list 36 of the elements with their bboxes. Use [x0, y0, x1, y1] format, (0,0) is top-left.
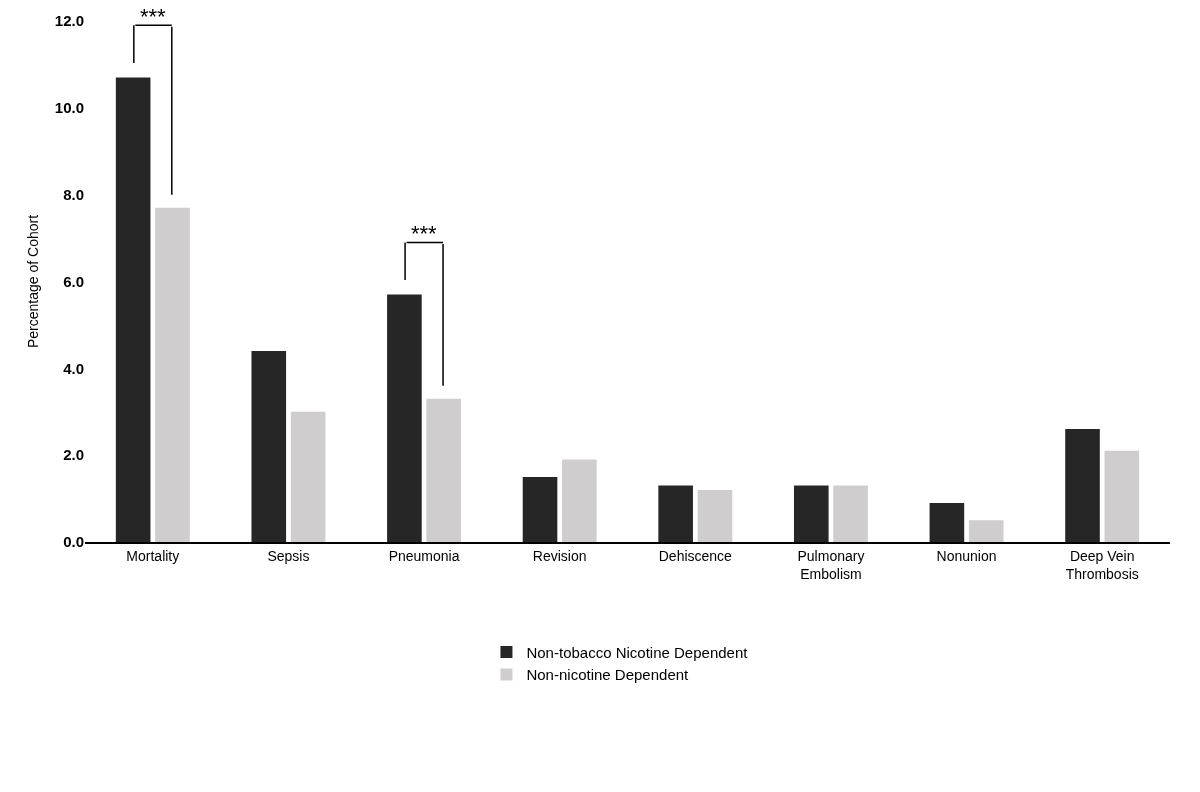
bar [929, 502, 965, 542]
annotation: *** [140, 4, 167, 29]
bar [155, 207, 190, 542]
y-tick-label: 12.0 [54, 12, 84, 30]
x-tick-label: Nonunion [936, 547, 997, 564]
bar [1065, 429, 1100, 542]
bar [968, 520, 1004, 542]
bar [697, 489, 733, 542]
legend-label: Non-tobacco Nicotine Dependent [526, 643, 749, 661]
bar [426, 398, 462, 542]
x-tick-label: Revision [532, 547, 587, 564]
y-tick-label: 8.0 [63, 185, 84, 203]
x-tick-label: Pulmonary Embolism [797, 547, 865, 582]
bar [1104, 450, 1140, 542]
bar [251, 350, 287, 542]
annotation: *** [411, 221, 438, 246]
legend-label: Non-nicotine Dependent [526, 666, 690, 684]
y-tick-label: 6.0 [63, 272, 84, 290]
bar [833, 485, 868, 542]
bar [793, 485, 829, 542]
bar [290, 411, 326, 542]
x-tick-label: Pneumonia [388, 547, 460, 564]
bar [562, 459, 597, 542]
y-tick-label: 2.0 [63, 446, 84, 464]
x-tick-label: Sepsis [267, 547, 310, 564]
bar [522, 476, 558, 542]
x-tick-label: Mortality [126, 547, 180, 564]
x-tick-label: Dehiscence [658, 547, 733, 564]
y-tick-label: 10.0 [54, 99, 84, 117]
y-tick-label: 0.0 [63, 533, 84, 551]
y-tick-label: 4.0 [63, 359, 84, 377]
bar [115, 77, 151, 542]
y-axis-title: Percentage of Cohort [25, 214, 42, 349]
bar [658, 485, 693, 542]
bar [387, 294, 422, 542]
x-tick-label: Deep Vein Thrombosis [1065, 547, 1139, 582]
